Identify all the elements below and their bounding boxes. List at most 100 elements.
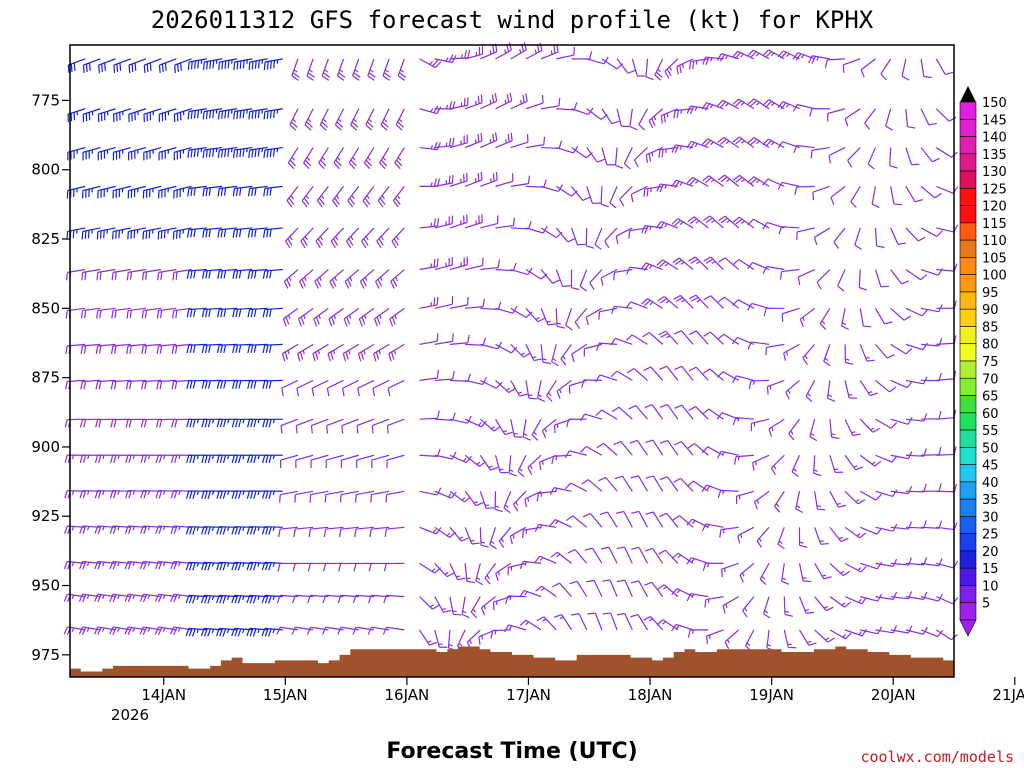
wind-barb [419,58,442,69]
wind-barb [143,146,162,161]
wind-barb [602,612,618,631]
wind-barb [328,307,344,327]
wind-barb [781,563,790,585]
wind-barb [464,214,483,229]
wind-barb [905,342,928,351]
wind-barb [747,176,770,187]
wind-barb [890,417,913,425]
wind-barb [495,262,517,272]
wind-barb [564,450,587,459]
wind-barb [375,269,390,289]
wind-barb [495,217,516,229]
wind-barb [750,418,770,432]
wind-barb [98,58,116,74]
wind-barb [282,307,299,327]
wind-barb [534,523,557,533]
wind-barb [419,296,439,309]
wind-barb [737,526,755,544]
wind-barb [739,562,755,583]
wind-barb [859,380,878,397]
wind-barb [464,94,483,110]
wind-barb [867,147,877,170]
wind-barb [631,510,649,528]
wind-barb [480,341,503,350]
wind-barb [321,58,331,81]
wind-barb [813,455,822,477]
wind-barb [247,307,268,318]
wind-barb [686,557,709,565]
wind-barb [676,58,694,75]
wind-barb [614,475,633,492]
wind-barb [859,454,882,467]
colorbar-label: 140 [982,131,1007,146]
wind-barb [186,307,207,318]
wind-barb [125,418,147,428]
wind-barb [231,490,253,499]
wind-barb [890,625,913,634]
wind-barb [798,596,815,614]
wind-barb [704,596,724,608]
wind-barb [819,308,831,330]
wind-barb [658,549,679,564]
wind-barb [641,224,663,234]
colorbar-label: 10 [982,579,999,594]
wind-barb [920,58,932,79]
wind-barb [449,454,472,464]
wind-barb [809,107,830,117]
wind-barb [630,613,649,631]
wind-barb [567,549,588,564]
wind-barb [638,108,649,131]
wind-barb [859,344,875,362]
x-tick-label: 15JAN [263,686,308,704]
colorbar-label: 100 [982,269,1007,284]
wind-barb [702,368,724,381]
wind-barb [628,227,648,239]
x-tick-label: 19JAN [749,686,794,704]
wind-barb [285,227,299,249]
wind-barb [263,58,283,71]
wind-barb [643,366,664,381]
wind-barb [110,343,131,355]
wind-barb [735,490,755,505]
wind-barb [731,375,755,384]
colorbar-swatch [959,516,977,534]
colorbar-swatch [959,395,977,414]
wind-barb [434,174,454,187]
wind-barb [262,227,283,238]
wind-barb [688,294,709,309]
wind-barb [553,614,573,631]
wind-barb [232,307,253,318]
wind-barb [494,455,509,474]
wind-barb [311,379,329,397]
wind-barb [842,58,861,73]
wind-barb [186,268,207,279]
wind-barb [600,186,609,208]
wind-barb [342,343,360,362]
wind-barb [434,596,452,613]
wind-barb [673,108,694,119]
x-tick-label: 14JAN [141,686,186,704]
wind-barb [598,476,618,492]
wind-barb [247,227,268,238]
wind-barb [719,526,739,538]
wind-barb [716,450,739,459]
wind-barb [814,491,826,511]
y-tick-label: 850 [31,299,60,317]
plot-area [63,41,959,678]
wind-barb [648,108,664,129]
wind-barb [359,269,375,289]
wind-barb [664,58,679,79]
colorbar-label: 145 [982,113,1007,128]
wind-barb [510,175,530,187]
wind-barb [659,512,679,528]
wind-barb [449,49,471,60]
wind-barb [645,439,664,456]
wind-barb [368,562,390,572]
wind-barb [860,561,883,570]
wind-barb [581,479,603,492]
wind-barb [716,371,739,381]
wind-barb [555,308,565,329]
wind-barb [283,269,299,289]
wind-barb [519,560,542,570]
wind-barb [434,562,455,578]
